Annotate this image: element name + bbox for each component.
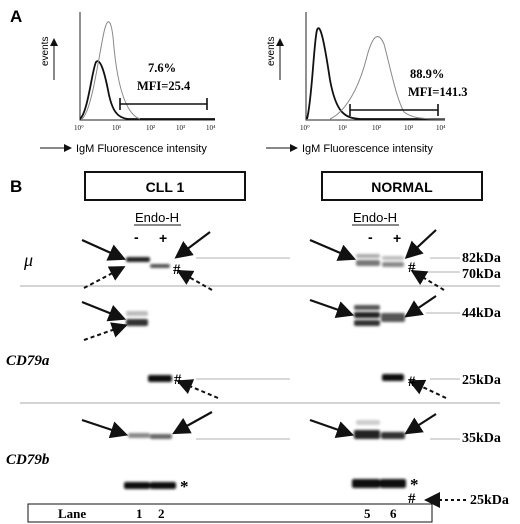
size-label: 35kDa xyxy=(462,431,501,446)
lane-number: 6 xyxy=(390,506,397,521)
histogram-dark xyxy=(79,60,215,120)
row-label-cd79a: CD79a xyxy=(6,353,50,369)
cll-title: CLL 1 xyxy=(146,179,185,195)
plus-sign: + xyxy=(393,230,401,246)
star-marker: * xyxy=(180,477,189,496)
tick-label: 10² xyxy=(146,124,155,132)
x-axis-label: IgM Fluorescence intensity xyxy=(302,143,433,155)
axes xyxy=(79,12,215,121)
histogram-dark xyxy=(306,27,445,120)
size-label: 82kDa xyxy=(462,251,501,266)
hash-marker: # xyxy=(408,491,416,507)
histogram-right: events 88.9% MFI=141.3 10° 10¹ 10² 10³ 1… xyxy=(266,12,468,155)
gate-percent: 88.9% xyxy=(410,67,444,81)
blot-bands-normal xyxy=(352,254,406,488)
tick-label: 10³ xyxy=(176,124,185,132)
hash-marker: # xyxy=(408,374,416,390)
axes xyxy=(305,12,445,121)
normal-title-box xyxy=(321,171,483,201)
gate-mfi: MFI=25.4 xyxy=(137,79,191,93)
gate-percent: 7.6% xyxy=(148,61,176,75)
y-axis-label: events xyxy=(266,37,277,66)
size-label: 44kDa xyxy=(462,306,501,321)
tick-label: 10¹ xyxy=(112,124,121,132)
endo-h-label: Endo-H xyxy=(135,210,179,225)
lane-label: Lane xyxy=(58,506,86,521)
size-label: 25kDa xyxy=(462,373,501,388)
lane-number: 2 xyxy=(158,506,165,521)
hash-marker: # xyxy=(173,262,181,278)
cll-title-box xyxy=(84,171,246,201)
row-label-mu: μ xyxy=(23,250,33,270)
tick-label: 10¹ xyxy=(338,124,347,132)
histogram-left: events 7.6% MFI=25.4 10° 10¹ 10² 10³ 10⁴… xyxy=(40,12,216,155)
lane-number: 5 xyxy=(364,506,371,521)
hash-marker: # xyxy=(408,260,416,276)
tick-label: 10⁴ xyxy=(436,124,446,132)
x-axis-label: IgM Fluorescence intensity xyxy=(76,143,207,155)
gate-mfi: MFI=141.3 xyxy=(408,85,468,99)
tick-label: 10³ xyxy=(404,124,413,132)
y-axis-label: events xyxy=(40,37,51,66)
row-label-cd79b: CD79b xyxy=(6,452,50,468)
endo-h-label: Endo-H xyxy=(353,210,397,225)
normal-title: NORMAL xyxy=(371,179,433,195)
tick-label: 10° xyxy=(300,124,310,132)
hash-marker: # xyxy=(174,372,182,388)
blot-bands-cll xyxy=(124,257,176,489)
size-label: 70kDa xyxy=(462,267,501,282)
histogram-light xyxy=(329,36,446,120)
plus-sign: + xyxy=(159,230,167,246)
panel-a-label: A xyxy=(10,7,22,26)
tick-label: 10° xyxy=(74,124,84,132)
minus-sign: - xyxy=(134,229,139,245)
panel-b-label: B xyxy=(10,177,22,196)
lane-box xyxy=(27,503,433,523)
tick-label: 10⁴ xyxy=(206,124,216,132)
size-label: 25kDa xyxy=(470,493,509,508)
lane-number: 1 xyxy=(136,506,143,521)
minus-sign: - xyxy=(368,229,373,245)
tick-label: 10² xyxy=(372,124,381,132)
star-marker: * xyxy=(410,475,419,494)
histogram-light xyxy=(81,21,141,120)
